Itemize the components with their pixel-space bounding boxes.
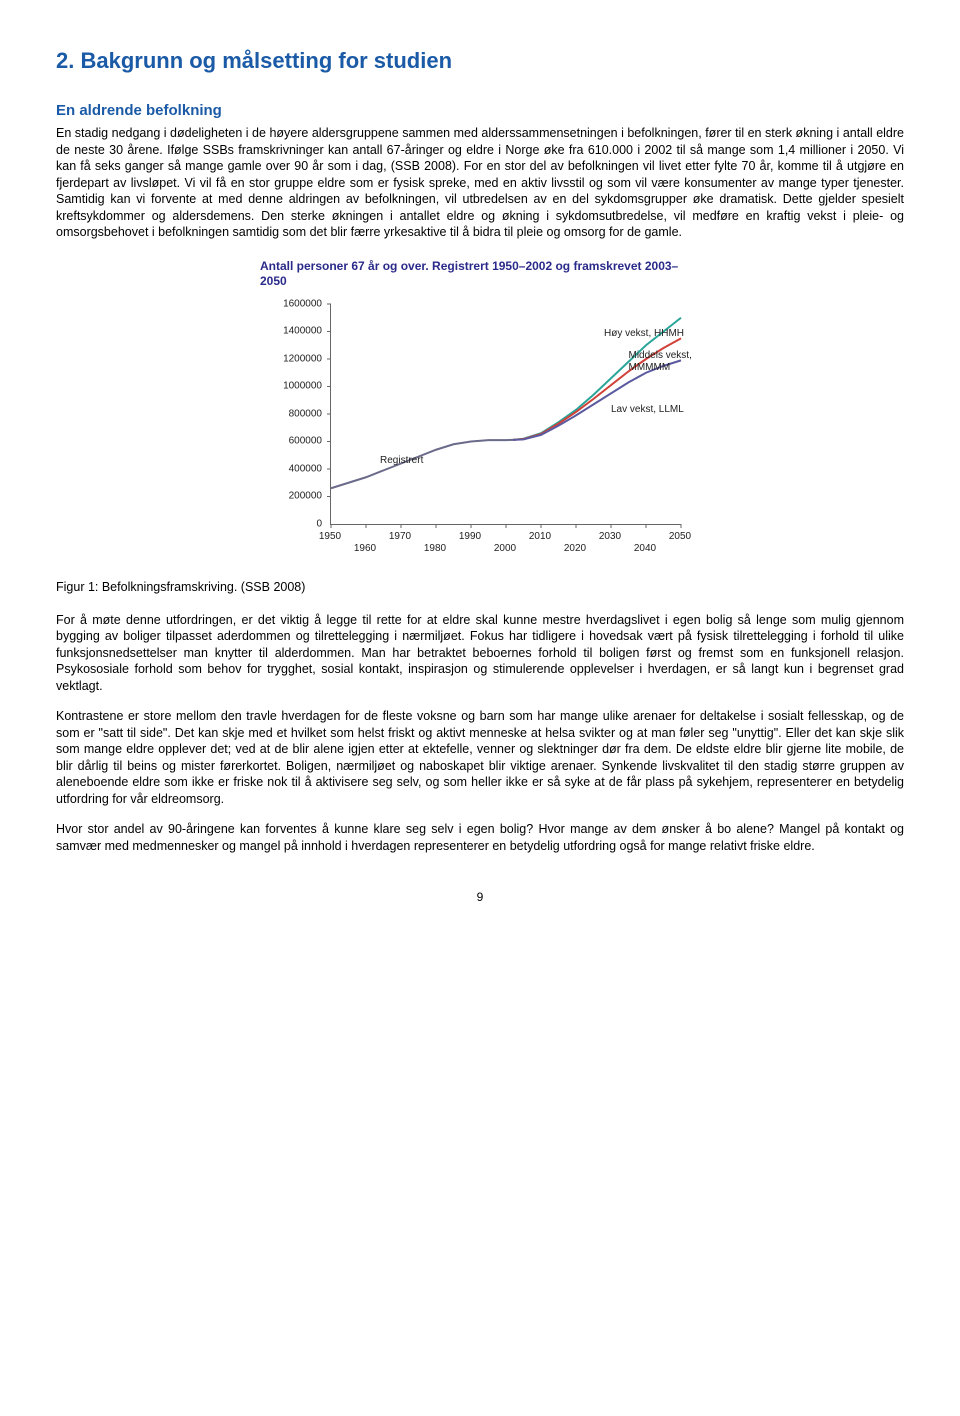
y-tick-label: 1200000 — [260, 353, 322, 364]
chart-title: Antall personer 67 år og over. Registrer… — [260, 259, 700, 290]
x-tick-label: 1990 — [459, 531, 481, 542]
subsection-heading: En aldrende befolkning — [56, 102, 904, 119]
paragraph-1: En stadig nedgang i dødeligheten i de hø… — [56, 125, 904, 241]
x-tick-label: 2040 — [634, 543, 656, 554]
x-tick-label: 2050 — [669, 531, 691, 542]
paragraph-3: Kontrastene er store mellom den travle h… — [56, 708, 904, 807]
series-label: Middels vekst, — [629, 350, 692, 361]
population-projection-chart: Antall personer 67 år og over. Registrer… — [260, 259, 700, 556]
plot-area: RegistrertHøy vekst, HHMHMiddels vekst,M… — [330, 304, 681, 525]
x-tick-label: 2020 — [564, 543, 586, 554]
figure-caption: Figur 1: Befolkningsframskriving. (SSB 2… — [56, 580, 904, 594]
y-tick-label: 1600000 — [260, 298, 322, 309]
paragraph-4: Hvor stor andel av 90-åringene kan forve… — [56, 821, 904, 854]
x-tick-label: 1960 — [354, 543, 376, 554]
x-tick-label: 1950 — [319, 531, 341, 542]
y-tick-label: 600000 — [260, 436, 322, 447]
x-tick-label: 2030 — [599, 531, 621, 542]
y-tick-label: 400000 — [260, 463, 322, 474]
series-label: Lav vekst, LLML — [611, 404, 684, 415]
y-tick-label: 800000 — [260, 408, 322, 419]
series-label: Registrert — [380, 455, 423, 466]
series-label: MMMMM — [629, 362, 671, 373]
chart-canvas: Registrert Høy vekst, HHMH Middels vekst,M… — [260, 296, 700, 556]
y-tick-label: 1000000 — [260, 381, 322, 392]
y-tick-label: 1400000 — [260, 326, 322, 337]
x-tick-label: 1980 — [424, 543, 446, 554]
series-label: Høy vekst, HHMH — [604, 328, 684, 339]
paragraph-2: For å møte denne utfordringen, er det vi… — [56, 612, 904, 695]
x-tick-label: 1970 — [389, 531, 411, 542]
section-heading: 2. Bakgrunn og målsetting for studien — [56, 48, 904, 74]
x-tick-label: 2010 — [529, 531, 551, 542]
y-tick-label: 200000 — [260, 491, 322, 502]
y-tick-label: 0 — [260, 518, 322, 529]
page-number: 9 — [56, 890, 904, 904]
x-tick-label: 2000 — [494, 543, 516, 554]
